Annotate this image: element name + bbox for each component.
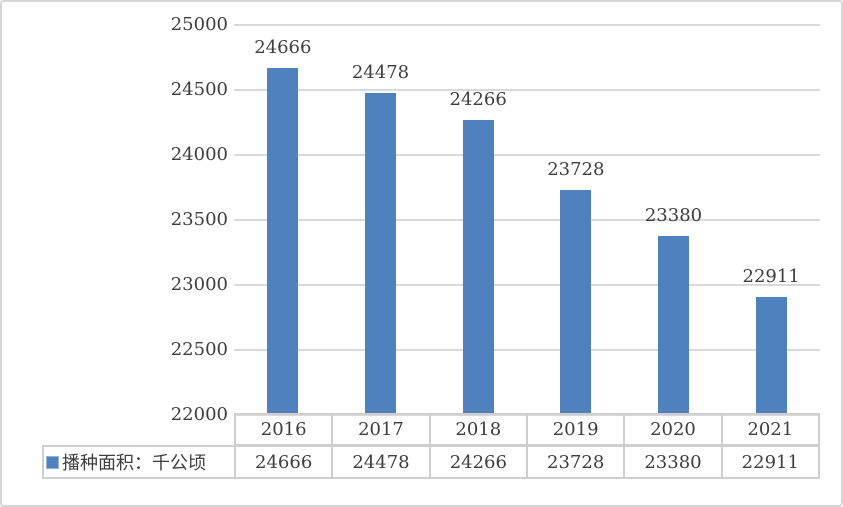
data-label: 23728 (547, 159, 605, 181)
category-cell: 2016 (260, 419, 307, 440)
gridline (234, 154, 820, 156)
category-cell: 2021 (720, 415, 818, 444)
legend-swatch-icon (46, 455, 59, 469)
value-cell: 24478 (331, 447, 428, 477)
data-label: 23380 (644, 204, 703, 226)
gridline (234, 89, 820, 91)
value-cell: 24266 (428, 447, 526, 477)
legend-cell: 播种面积：千公顷 (44, 447, 234, 477)
gridline (234, 349, 820, 351)
bar-2018 (462, 120, 494, 415)
y-axis-tick-label: 25000 (170, 14, 228, 35)
y-axis-tick-label: 22000 (170, 404, 228, 425)
y-axis-tick-label: 23500 (170, 209, 228, 230)
value-cell: 23728 (525, 447, 623, 477)
gridline (234, 24, 820, 26)
gridline (234, 219, 820, 221)
category-cell: 2020 (623, 415, 720, 444)
gridline (234, 284, 820, 286)
category-cell: 2017 (331, 415, 428, 444)
x-axis-category-row: 2016 2017 2018 2019 2020 2021 (234, 413, 820, 446)
bar-2020 (658, 235, 689, 415)
data-label: 24266 (449, 89, 507, 111)
y-axis-tick-label: 23000 (170, 274, 228, 295)
value-cell: 22911 (720, 447, 818, 477)
bar-2016 (267, 68, 299, 415)
category-cell: 2018 (428, 415, 526, 444)
y-axis-tick-label: 24000 (170, 144, 228, 165)
y-axis-tick-label: 22500 (170, 339, 228, 360)
bar-2021 (755, 296, 787, 415)
data-label: 22911 (742, 265, 800, 287)
data-label: 24478 (351, 61, 410, 83)
y-axis-tick-label: 24500 (170, 79, 228, 100)
bar-2017 (365, 92, 396, 415)
data-table-values-row: 播种面积：千公顷 24666 24478 24266 23728 23380 22911 (42, 445, 820, 479)
category-cell: 2019 (525, 415, 623, 444)
bar-2019 (560, 190, 592, 415)
plot-area: 24666 24478 24266 23728 23380 22911 (234, 24, 820, 416)
legend-label: 播种面积：千公顷 (62, 453, 206, 474)
value-cell: 23380 (623, 447, 720, 477)
value-cell: 24666 (234, 447, 331, 477)
data-label: 24666 (254, 37, 312, 59)
